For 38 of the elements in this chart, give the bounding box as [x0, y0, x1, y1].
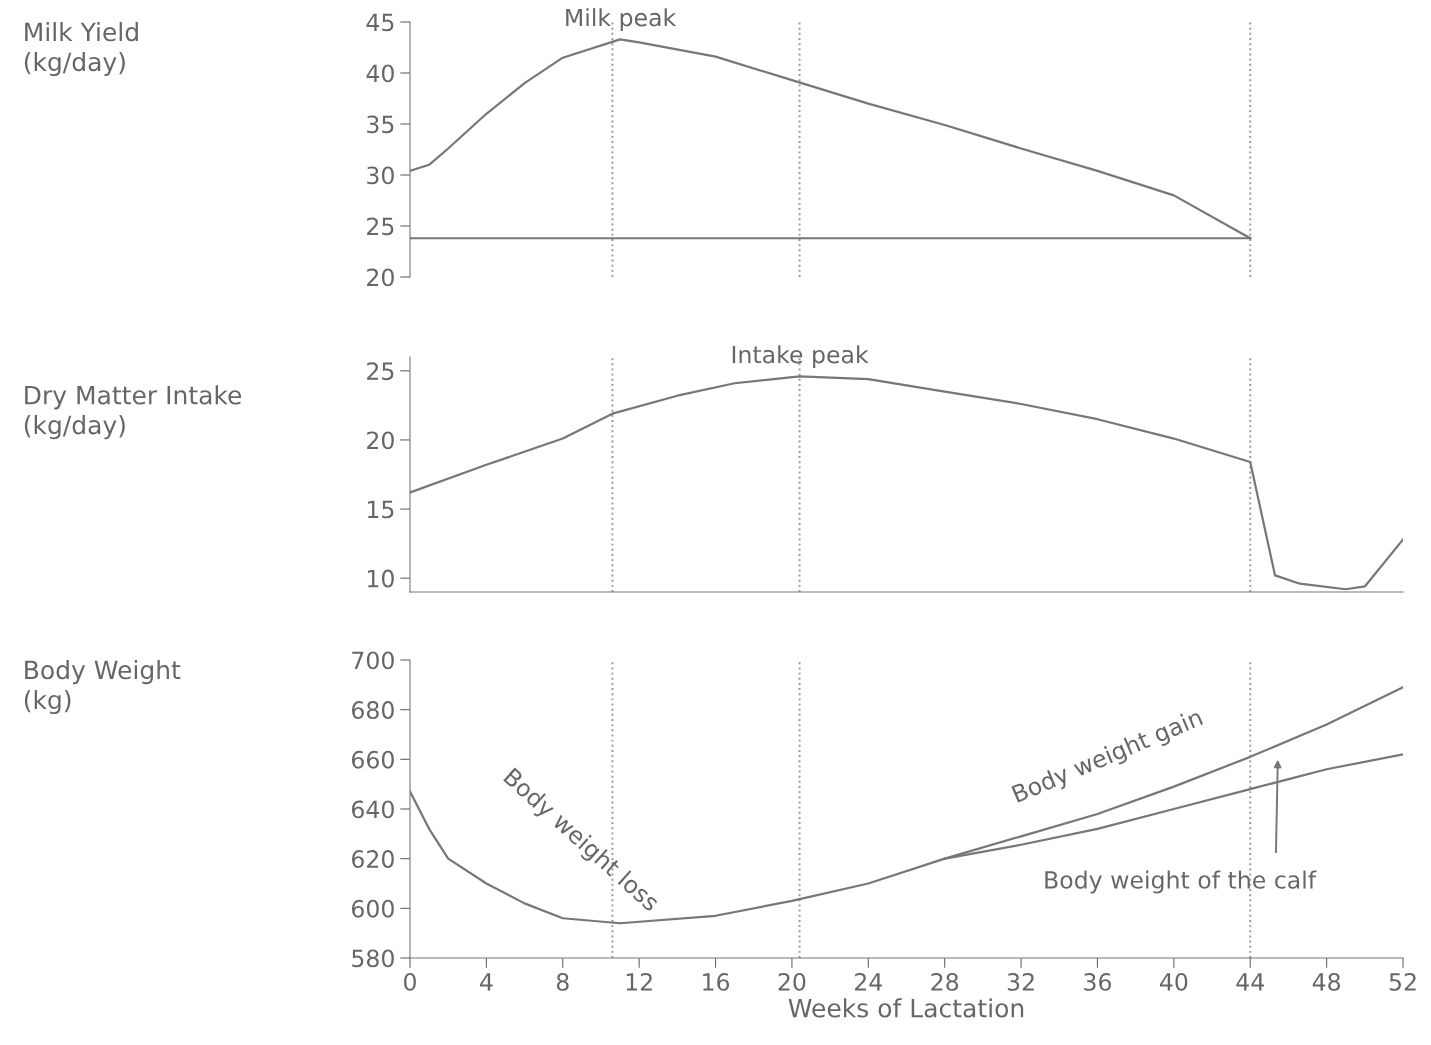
- x-tick-label: 8: [556, 973, 569, 991]
- y-tick-label: 580: [352, 949, 394, 968]
- x-tick-label: 12: [626, 973, 652, 991]
- x-tick-label: 4: [480, 973, 493, 991]
- y-axis-title: Milk Yield (kg/day): [24, 22, 138, 77]
- x-tick-label: 32: [1007, 973, 1034, 991]
- y-tick-label: 40: [366, 64, 394, 83]
- y-axis-title: Body Weight (kg): [24, 660, 181, 715]
- x-tick-label: 40: [1159, 973, 1188, 991]
- x-tick-label: 0: [404, 973, 416, 991]
- x-tick-label: 44: [1236, 973, 1264, 991]
- y-tick-label: 20: [367, 431, 394, 450]
- y-tick-label: 620: [352, 850, 394, 868]
- y-tick-label: 660: [352, 750, 394, 769]
- y-tick-label: 35: [367, 115, 394, 134]
- y-tick-label: 700: [352, 651, 394, 670]
- x-tick-label: 16: [703, 973, 730, 991]
- y-axis-title: Dry Matter Intake (kg/day): [24, 385, 242, 440]
- y-tick-label: 680: [352, 701, 394, 719]
- x-tick-label: 20: [778, 973, 806, 991]
- x-tick-label: 28: [931, 973, 959, 991]
- y-tick-label: 640: [352, 800, 394, 819]
- x-tick-label: 48: [1312, 973, 1341, 991]
- annotation: Body weight of the calf: [1045, 870, 1317, 894]
- y-tick-label: 20: [367, 268, 394, 287]
- annotation: Milk peak: [566, 8, 677, 32]
- x-tick-label: 24: [855, 973, 883, 991]
- y-tick-label: 15: [367, 500, 394, 519]
- y-tick-label: 45: [366, 13, 394, 32]
- x-tick-label: 36: [1084, 973, 1111, 991]
- y-tick-label: 25: [367, 362, 394, 381]
- y-tick-label: 30: [367, 166, 394, 185]
- x-axis-title: Weeks of Lactation: [788, 998, 1024, 1018]
- annotation: Intake peak: [732, 345, 869, 369]
- y-tick-label: 25: [367, 217, 394, 236]
- y-tick-label: 600: [352, 899, 394, 918]
- y-tick-label: 10: [367, 569, 394, 588]
- x-tick-label: 52: [1389, 973, 1416, 991]
